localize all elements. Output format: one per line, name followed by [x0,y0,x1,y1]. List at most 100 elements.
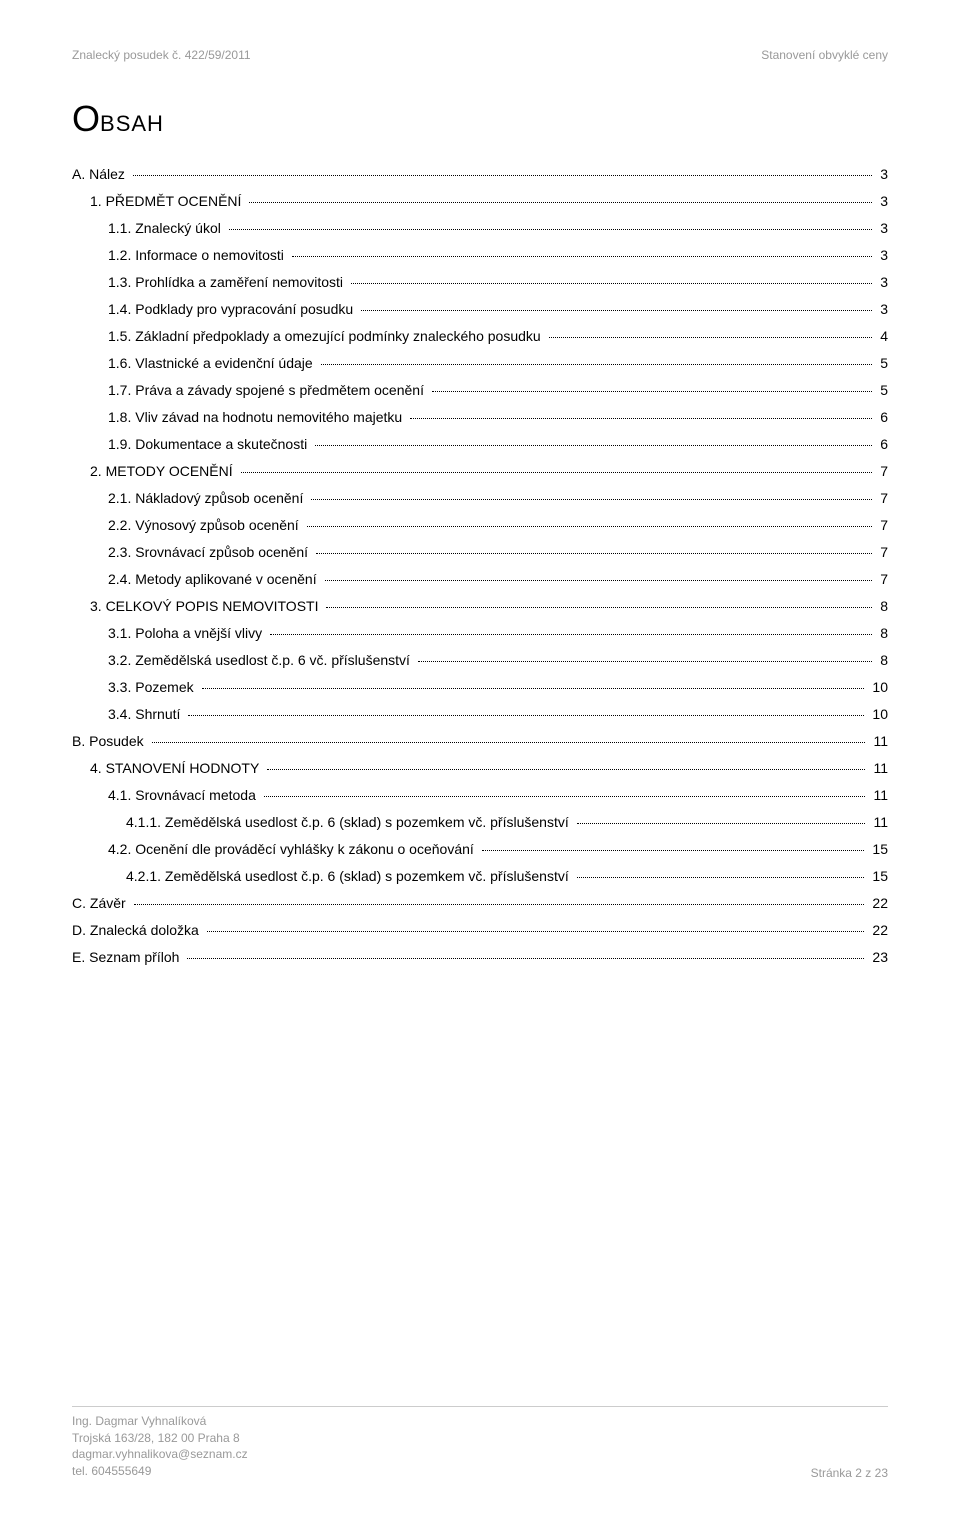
toc-page-number: 5 [876,353,888,374]
toc-label: 2.2. Výnosový způsob ocenění [108,515,303,536]
toc-page-number: 11 [869,785,888,806]
toc-row[interactable]: 4.1. Srovnávací metoda11 [72,785,888,806]
toc-row[interactable]: 2. METODY OCENĚNÍ7 [72,461,888,482]
toc-row[interactable]: 3.2. Zemědělská usedlost č.p. 6 vč. přís… [72,650,888,671]
toc-row[interactable]: 3.4. Shrnutí 10 [72,704,888,725]
toc-leader-dots [133,175,872,176]
toc-label: 3.1. Poloha a vnější vlivy [108,623,266,644]
toc-page-number: 10 [868,677,888,698]
toc-page-number: 15 [868,866,888,887]
toc-page-number: 15 [868,839,888,860]
toc-row[interactable]: 1.6. Vlastnické a evidenční údaje5 [72,353,888,374]
toc-label: 4.1.1. Zemědělská usedlost č.p. 6 (sklad… [126,812,573,833]
toc-row[interactable]: 1. PŘEDMĚT OCENĚNÍ 3 [72,191,888,212]
toc-page-number: 7 [876,488,888,509]
toc-leader-dots [325,580,873,581]
toc-leader-dots [311,499,872,500]
toc-leader-dots [432,391,872,392]
toc-leader-dots [326,607,872,608]
toc-leader-dots [264,796,866,797]
toc-label: 2.1. Nákladový způsob ocenění [108,488,307,509]
toc-leader-dots [482,850,865,851]
toc-leader-dots [187,958,864,959]
toc-leader-dots [134,904,865,905]
toc-row[interactable]: 3.3. Pozemek10 [72,677,888,698]
toc-page-number: 7 [876,461,888,482]
toc-page-number: 3 [876,299,888,320]
toc-leader-dots [207,931,865,932]
toc-page-number: 10 [868,704,888,725]
toc-label: 1.9. Dokumentace a skutečnosti [108,434,311,455]
toc-page-number: 11 [869,812,888,833]
toc-leader-dots [577,877,865,878]
toc-label: 4. STANOVENÍ HODNOTY [90,758,263,779]
toc-label: 2.3. Srovnávací způsob ocenění [108,542,312,563]
toc-row[interactable]: 4. STANOVENÍ HODNOTY11 [72,758,888,779]
toc-page-number: 7 [876,542,888,563]
toc-label: 1.8. Vliv závad na hodnotu nemovitého ma… [108,407,406,428]
toc-row[interactable]: 2.4. Metody aplikované v ocenění7 [72,569,888,590]
toc-row[interactable]: 1.9. Dokumentace a skutečnosti 6 [72,434,888,455]
toc-row[interactable]: 1.1. Znalecký úkol3 [72,218,888,239]
toc-page-number: 3 [876,245,888,266]
toc-row[interactable]: 4.2. Ocenění dle prováděcí vyhlášky k zá… [72,839,888,860]
toc-row[interactable]: 2.2. Výnosový způsob ocenění 7 [72,515,888,536]
toc-row[interactable]: 3. CELKOVÝ POPIS NEMOVITOSTI8 [72,596,888,617]
toc-row[interactable]: 1.8. Vliv závad na hodnotu nemovitého ma… [72,407,888,428]
footer-phone: tel. 604555649 [72,1463,248,1480]
toc-row[interactable]: 1.5. Základní předpoklady a omezující po… [72,326,888,347]
toc-page-number: 8 [876,623,888,644]
toc-leader-dots [270,634,872,635]
table-of-contents: A. Nález3 1. PŘEDMĚT OCENĚNÍ 3 1.1. Znaleck… [72,164,888,968]
toc-page-number: 5 [876,380,888,401]
toc-row[interactable]: 1.3. Prohlídka a zaměření nemovitosti3 [72,272,888,293]
toc-leader-dots [152,742,866,743]
toc-leader-dots [316,553,872,554]
toc-row[interactable]: 1.7. Práva a závady spojené s předmětem … [72,380,888,401]
toc-row[interactable]: 2.1. Nákladový způsob ocenění 7 [72,488,888,509]
toc-row[interactable]: E. Seznam příloh23 [72,947,888,968]
toc-row[interactable]: C. Závěr22 [72,893,888,914]
toc-row[interactable]: 4.1.1. Zemědělská usedlost č.p. 6 (sklad… [72,812,888,833]
toc-leader-dots [188,715,864,716]
toc-page-number: 6 [876,434,888,455]
toc-row[interactable]: 1.4. Podklady pro vypracování posudku 3 [72,299,888,320]
toc-label: 3.4. Shrnutí [108,704,184,725]
toc-label: 1.4. Podklady pro vypracování posudku [108,299,357,320]
toc-page-number: 22 [868,893,888,914]
toc-label: 1.7. Práva a závady spojené s předmětem … [108,380,428,401]
title-rest: BSAH [100,111,164,136]
toc-leader-dots [549,337,873,338]
toc-label: B. Posudek [72,731,148,752]
toc-label: 1.1. Znalecký úkol [108,218,225,239]
toc-page-number: 8 [876,596,888,617]
toc-label: 1.5. Základní předpoklady a omezující po… [108,326,545,347]
toc-page-number: 7 [876,515,888,536]
toc-page-number: 6 [876,407,888,428]
toc-row[interactable]: 3.1. Poloha a vnější vlivy 8 [72,623,888,644]
toc-label: 4.2.1. Zemědělská usedlost č.p. 6 (sklad… [126,866,573,887]
toc-leader-dots [307,526,873,527]
toc-label: 1.2. Informace o nemovitosti [108,245,288,266]
toc-row[interactable]: 1.2. Informace o nemovitosti 3 [72,245,888,266]
toc-label: D. Znalecká doložka [72,920,203,941]
toc-row[interactable]: A. Nález3 [72,164,888,185]
toc-row[interactable]: B. Posudek11 [72,731,888,752]
toc-label: 1. PŘEDMĚT OCENĚNÍ [90,191,245,212]
toc-leader-dots [351,283,872,284]
toc-row[interactable]: 4.2.1. Zemědělská usedlost č.p. 6 (sklad… [72,866,888,887]
toc-leader-dots [418,661,872,662]
toc-row[interactable]: 2.3. Srovnávací způsob ocenění 7 [72,542,888,563]
header-left: Znalecký posudek č. 422/59/2011 [72,48,251,62]
toc-leader-dots [321,364,873,365]
toc-page-number: 3 [876,191,888,212]
toc-page-number: 3 [876,272,888,293]
toc-row[interactable]: D. Znalecká doložka22 [72,920,888,941]
footer-page-number: Stránka 2 z 23 [811,1466,888,1480]
page-header: Znalecký posudek č. 422/59/2011 Stanoven… [72,48,888,62]
toc-page-number: 7 [876,569,888,590]
toc-page-number: 4 [876,326,888,347]
toc-leader-dots [229,229,872,230]
title-dropcap: O [72,98,100,139]
toc-leader-dots [315,445,872,446]
